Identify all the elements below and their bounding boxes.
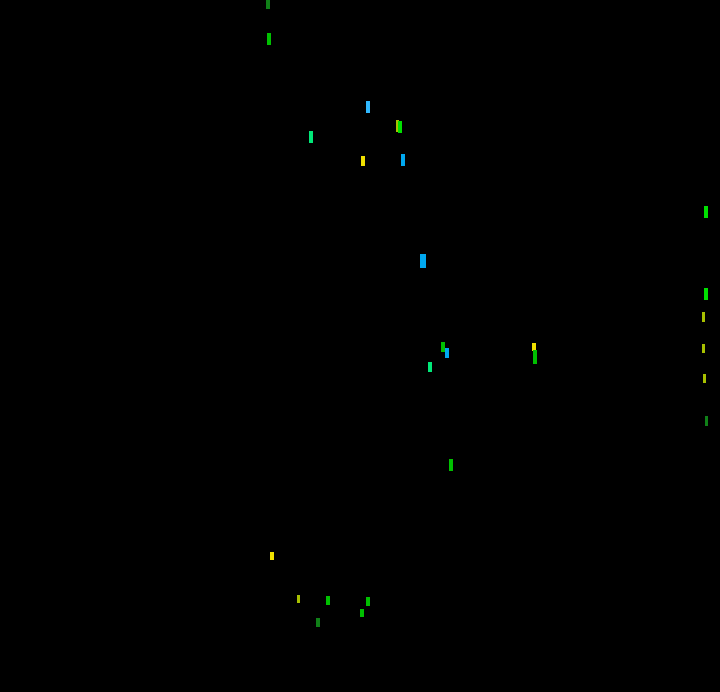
glyph-fragment [532, 343, 536, 351]
glyph-fragment [704, 288, 708, 300]
glyph-fragment [449, 459, 453, 471]
glyph-fragment [704, 206, 708, 218]
glyph-fragment [441, 342, 445, 352]
glyph-fragment [270, 552, 274, 560]
glyph-fragment [445, 348, 449, 358]
glyph-fragment [326, 596, 330, 605]
glyph-fragment [401, 154, 405, 166]
glyph-fragment [266, 0, 270, 9]
glyph-fragment [428, 362, 432, 372]
glyph-fragment [533, 350, 537, 364]
glyph-fragment [366, 101, 370, 113]
glyph-fragment [267, 33, 271, 45]
glyph-fragment [702, 312, 705, 322]
glyph-fragment [309, 131, 313, 143]
glyph-fragment [297, 595, 300, 603]
glyph-fragment [420, 254, 426, 268]
glyph-fragment [702, 344, 705, 353]
glyph-fragment [705, 416, 708, 426]
glyph-fragment [366, 597, 370, 606]
glyph-fragment [396, 120, 399, 132]
glyph-fragment [360, 609, 364, 617]
glyph-fragment [703, 374, 706, 383]
glyph-fragment [316, 618, 320, 627]
glyph-fragment [398, 121, 402, 133]
glyph-fragment [361, 156, 365, 166]
